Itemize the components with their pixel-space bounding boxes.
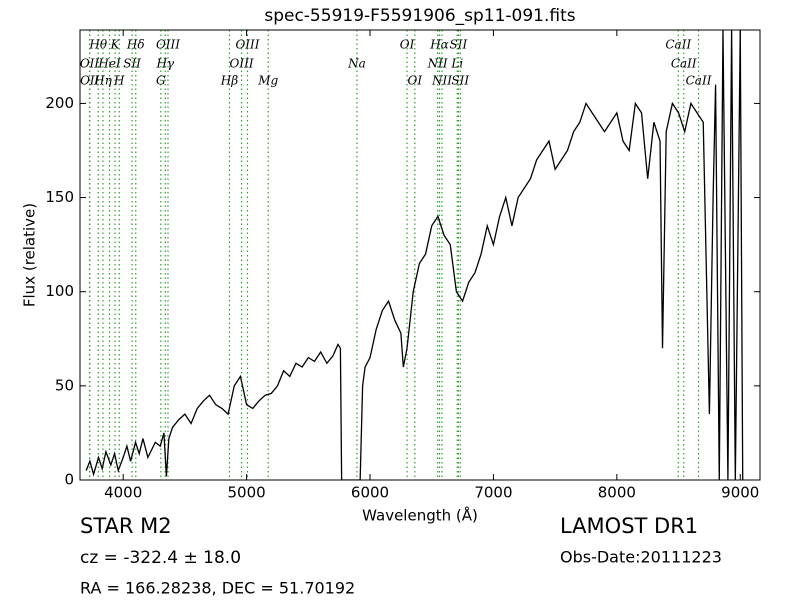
annotation: cz = -322.4 ± 18.0 xyxy=(80,548,241,568)
x-tick-label: 8000 xyxy=(598,484,636,502)
spectral-line-label: OII xyxy=(80,74,100,88)
spectrum-line xyxy=(85,30,744,480)
spectral-line-label: HeI xyxy=(97,57,121,71)
spectral-line-label: NII xyxy=(427,57,448,71)
spectral-line-label: SII xyxy=(451,74,469,88)
y-tick-label: 150 xyxy=(45,188,74,206)
spectral-line-label: Hθ xyxy=(88,38,107,52)
x-tick-label: 6000 xyxy=(351,484,389,502)
spectral-line-label: OI xyxy=(408,74,423,88)
y-tick-label: 100 xyxy=(45,282,74,300)
y-axis-label: Flux (relative) xyxy=(21,203,39,307)
y-tick-label: 0 xyxy=(64,471,74,489)
y-tick-label: 200 xyxy=(45,94,74,112)
spectral-line-label: K xyxy=(110,38,121,52)
spectral-line-label: Hδ xyxy=(126,38,145,52)
x-tick-label: 5000 xyxy=(228,484,266,502)
x-axis-label: Wavelength (Å) xyxy=(362,506,478,525)
spectral-line-label: SII xyxy=(450,38,468,52)
annotation: Obs-Date:20111223 xyxy=(560,548,722,567)
spectral-line-label: CaII xyxy=(686,74,712,88)
spectral-line-label: Na xyxy=(347,57,366,71)
spectral-line-label: Li xyxy=(450,57,463,71)
annotation: STAR M2 xyxy=(80,514,172,538)
y-tick-label: 50 xyxy=(55,376,74,394)
spectral-line-label: CaII xyxy=(671,57,697,71)
spectral-line-label: OI xyxy=(400,38,415,52)
x-tick-label: 7000 xyxy=(474,484,512,502)
spectral-line-label: OIII xyxy=(156,38,180,52)
spectral-line-label: Hβ xyxy=(220,74,238,88)
spectral-line-label: H xyxy=(113,74,125,88)
spectral-line-label: OIII xyxy=(230,57,254,71)
annotation: LAMOST DR1 xyxy=(560,514,698,538)
x-tick-label: 9000 xyxy=(721,484,759,502)
spectral-line-label: CaII xyxy=(665,38,691,52)
spectral-line-label: Mg xyxy=(257,74,278,88)
spectral-line-label: SII xyxy=(123,57,141,71)
spectral-line-label: Hη xyxy=(93,74,112,88)
annotation: RA = 166.28238, DEC = 51.70192 xyxy=(80,579,355,598)
x-tick-label: 4000 xyxy=(104,484,142,502)
spectral-line-label: NII xyxy=(431,74,452,88)
spectral-line-label: Hγ xyxy=(155,57,174,71)
plot-frame xyxy=(79,29,761,481)
chart-title: spec-55919-F5591906_sp11-091.fits xyxy=(264,6,575,26)
spectral-line-label: OII xyxy=(80,57,100,71)
spectral-line-label: G xyxy=(156,74,166,88)
spectral-line-label: OIII xyxy=(235,38,259,52)
spectral-line-label: Hα xyxy=(429,38,449,52)
